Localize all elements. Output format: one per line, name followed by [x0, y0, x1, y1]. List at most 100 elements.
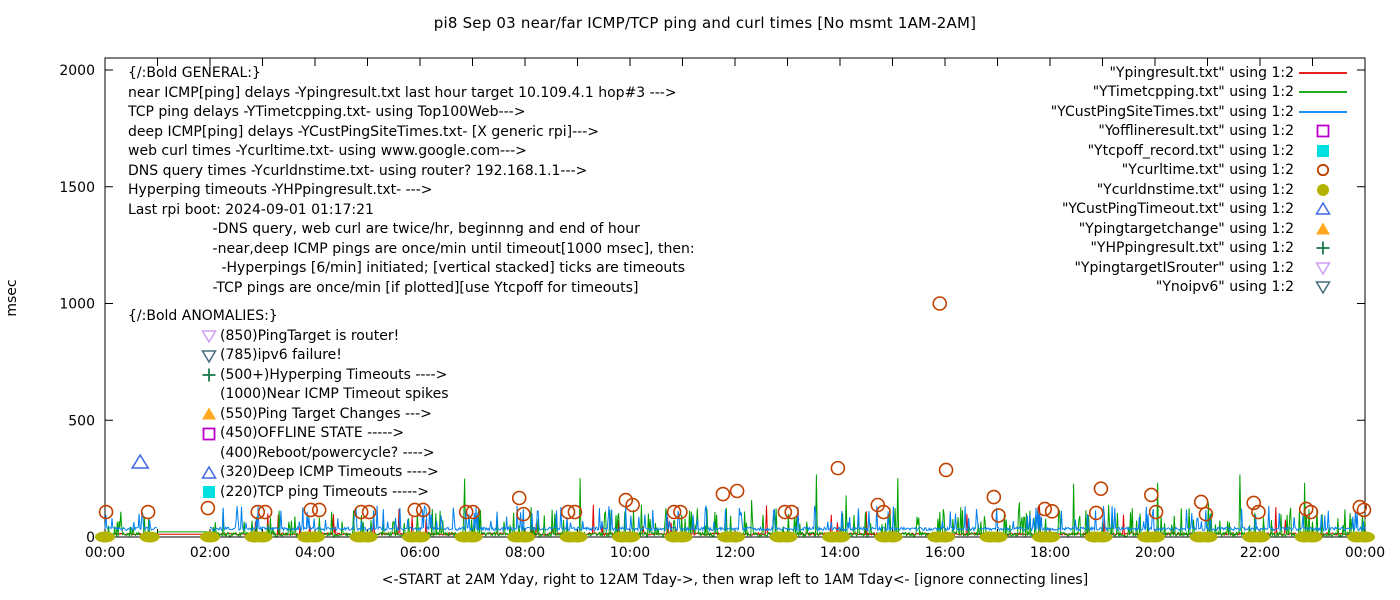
dns-point — [672, 531, 693, 543]
x-tick-label: 14:00 — [820, 545, 860, 561]
filled-square-icon — [203, 486, 215, 499]
legend-label: "Ypingresult.txt" using 1:2 — [1109, 64, 1294, 81]
legend-marker — [1294, 162, 1352, 178]
legend-label: "Ynoipv6" using 1:2 — [1155, 279, 1294, 296]
legend-label: "Yofflineresult.txt" using 1:2 — [1098, 123, 1294, 140]
curl-point — [715, 486, 731, 502]
curl-point — [991, 508, 1006, 523]
anomaly-item: (550)Ping Target Changes ---> — [128, 405, 449, 425]
anomaly-label: (400)Reboot/powercycle? ----> — [220, 444, 435, 461]
open-triangle-up-icon-slot — [200, 464, 220, 482]
filled-triangle-up-icon-slot — [200, 405, 220, 423]
x-tick-label: 20:00 — [1135, 545, 1175, 561]
open-square-icon-slot — [200, 425, 220, 443]
curl-point — [986, 489, 1002, 505]
open-triangle-down-icon — [1315, 281, 1331, 295]
series-points-ycurltime-txt — [98, 296, 1372, 523]
anomaly-item: (500+)Hyperping Timeouts ----> — [128, 366, 449, 386]
line-icon — [1299, 110, 1347, 113]
dns-point — [139, 531, 160, 543]
filled-square-icon-slot — [200, 483, 220, 501]
curl-point — [1144, 487, 1159, 503]
legend-marker — [1294, 182, 1352, 198]
general-line: -DNS query, web curl are twice/hr, begin… — [128, 221, 640, 237]
curl-point — [1037, 501, 1053, 517]
open-triangle-down-icon — [201, 330, 217, 344]
open-triangle-down-icon-slot — [200, 327, 220, 345]
legend-label: "Ycurltime.txt" using 1:2 — [1121, 162, 1294, 179]
curl-point — [303, 502, 319, 518]
plus-icon — [1316, 241, 1330, 255]
anomaly-item: (850)PingTarget is router! — [128, 327, 449, 347]
open-circle-icon — [1316, 164, 1330, 177]
open-square-icon — [1316, 124, 1330, 138]
curl-point — [140, 504, 156, 520]
curl-point — [1044, 504, 1060, 519]
axis-tick-labels: 00:00 02:00 04:00 06:00 08:00 10:00 12:00 14:00… — [59, 63, 1385, 561]
x-tick-label: 00:00 — [85, 545, 125, 561]
curl-point — [250, 504, 266, 520]
anomaly-label: (320)Deep ICMP Timeouts ----> — [220, 464, 439, 480]
legend-marker — [1294, 260, 1352, 276]
open-triangle-down-icon — [1315, 262, 1331, 276]
general-line: deep ICMP[ping] delays -YCustPingSiteTim… — [128, 123, 599, 140]
dns-point — [305, 531, 325, 543]
legend-marker — [1294, 84, 1352, 100]
anomaly-item: (320)Deep ICMP Timeouts ----> — [128, 463, 449, 483]
open-triangle-up-icon — [1315, 201, 1331, 215]
legend-marker — [1294, 143, 1352, 159]
line-icon — [1299, 91, 1347, 94]
open-triangle-down-icon — [201, 350, 217, 364]
dns-point — [620, 531, 640, 543]
anomaly-label: (1000)Near ICMP Timeout spikes — [220, 386, 449, 402]
general-line: Last rpi boot: 2024-09-01 01:17:21 — [128, 201, 374, 218]
curl-point — [257, 504, 273, 520]
curl-point — [407, 502, 423, 518]
y-tick-label: 0 — [86, 530, 95, 546]
dns-point — [462, 531, 483, 543]
curl-point — [1356, 502, 1372, 518]
anomaly-label: (550)Ping Target Changes ---> — [220, 405, 432, 422]
legend-item: "YTimetcpping.txt" using 1:2 — [0, 83, 1352, 103]
dns-point — [515, 531, 535, 543]
chart-title: pi8 Sep 03 near/far ICMP/TCP ping and cu… — [433, 14, 977, 32]
x-tick-label: 06:00 — [400, 545, 440, 561]
legend-marker — [1294, 279, 1352, 295]
x-tick-label: 18:00 — [1030, 545, 1070, 561]
curl-point — [1246, 495, 1261, 511]
dns-point — [830, 531, 850, 543]
legend-label: "YTimetcpping.txt" using 1:2 — [1092, 84, 1294, 101]
legend-item: "Ycurldnstime.txt" using 1:2 — [0, 180, 1352, 200]
anomaly-item: (220)TCP ping Timeouts -----> — [128, 483, 449, 503]
curl-point — [560, 504, 576, 520]
curl-point — [1352, 499, 1368, 515]
legend-marker — [1294, 240, 1352, 256]
curl-point — [98, 504, 114, 520]
dns-point — [882, 531, 903, 543]
open-triangle-down-icon-slot — [200, 347, 220, 365]
legend-item: "YHPpingresult.txt" using 1:2 — [0, 239, 1352, 259]
curl-point — [777, 504, 793, 520]
x-tick-label: 04:00 — [295, 545, 335, 561]
line-icon — [1299, 71, 1347, 74]
anomaly-label: (850)PingTarget is router! — [220, 327, 400, 344]
legend-label: "YCustPingSiteTimes.txt" using 1:2 — [1050, 103, 1294, 120]
x-tick-label: 22:00 — [1240, 545, 1280, 561]
curl-point — [458, 504, 474, 520]
curl-point — [567, 504, 583, 520]
legend-item: "YCustPingSiteTimes.txt" using 1:2 — [0, 102, 1352, 122]
dns-point — [252, 531, 273, 543]
curl-point — [311, 502, 327, 518]
curl-point — [932, 296, 948, 311]
x-axis-note: <-START at 2AM Yday, right to 12AM Tday-… — [381, 572, 1089, 588]
x-tick-label: 00:00 — [1345, 545, 1385, 561]
general-line: DNS query times -Ycurldnstime.txt- using… — [128, 162, 588, 179]
legend-marker — [1294, 104, 1352, 120]
legend-item: "Ycurltime.txt" using 1:2 — [0, 161, 1352, 181]
general-line: -TCP pings are once/min [if plotted][use… — [128, 279, 639, 296]
curl-point — [673, 504, 688, 520]
legend-item: "Ypingtargetchange" using 1:2 — [0, 219, 1352, 239]
general-line: web curl times -Ycurltime.txt- using www… — [128, 143, 527, 159]
anomaly-item: (785)ipv6 failure! — [128, 346, 449, 366]
plus-icon — [202, 368, 216, 382]
